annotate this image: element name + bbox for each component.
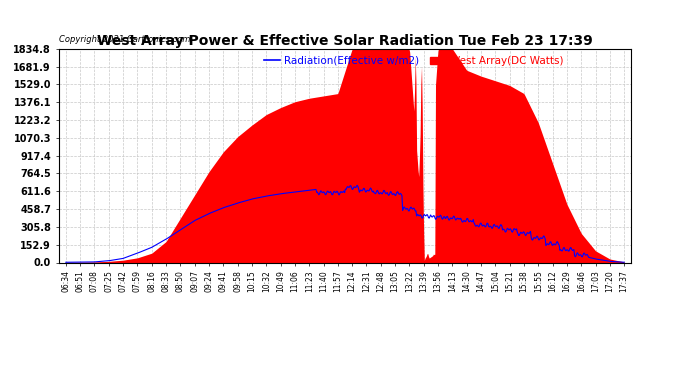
Title: West Array Power & Effective Solar Radiation Tue Feb 23 17:39: West Array Power & Effective Solar Radia… xyxy=(97,34,593,48)
Legend: Radiation(Effective w/m2), West Array(DC Watts): Radiation(Effective w/m2), West Array(DC… xyxy=(260,52,567,70)
Text: Copyright 2021 Cartronics.com: Copyright 2021 Cartronics.com xyxy=(59,36,190,45)
